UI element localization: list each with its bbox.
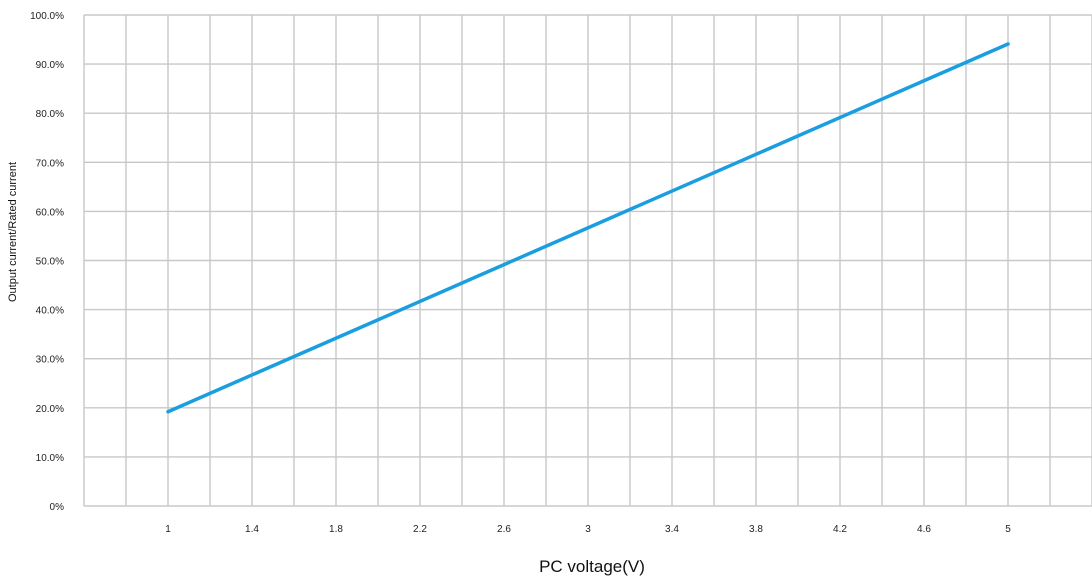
y-axis-title: Output current/Rated current [7, 162, 19, 302]
series-layer [166, 42, 1010, 414]
x-tick-label: 1.4 [245, 524, 259, 535]
y-tick-label: 80.0% [36, 109, 64, 120]
y-tick-label: 70.0% [36, 158, 64, 169]
y-tick-label: 0% [50, 502, 65, 513]
y-tick-label: 50.0% [36, 257, 64, 268]
x-tick-label: 3.4 [665, 524, 679, 535]
y-tick-label: 100.0% [30, 11, 64, 22]
y-tick-labels: 0% 10.0% 20.0% 30.0% 40.0% 50.0% 60.0% 70.0% 80.… [30, 11, 64, 513]
y-tick-label: 90.0% [36, 60, 64, 71]
x-tick-label: 2.6 [497, 524, 511, 535]
x-tick-label: 4.2 [833, 524, 847, 535]
x-tick-labels: 1 1.4 1.8 2.2 2.6 3 3.4 3.8 4.2 4.6 5 [165, 524, 1011, 535]
x-tick-label: 3 [585, 524, 591, 535]
x-tick-label: 3.8 [749, 524, 763, 535]
x-tick-label: 2.2 [413, 524, 427, 535]
y-tick-label: 30.0% [36, 355, 64, 366]
y-tick-label: 20.0% [36, 404, 64, 415]
x-tick-label: 1 [165, 524, 171, 535]
x-tick-label: 5 [1005, 524, 1011, 535]
y-tick-label: 60.0% [36, 207, 64, 218]
x-axis-title: PC voltage(V) [539, 557, 645, 576]
grid [83, 14, 1092, 507]
series-line [166, 42, 1010, 414]
x-tick-label: 4.6 [917, 524, 931, 535]
y-tick-label: 40.0% [36, 306, 64, 317]
x-tick-label: 1.8 [329, 524, 343, 535]
y-tick-label: 10.0% [36, 453, 64, 464]
